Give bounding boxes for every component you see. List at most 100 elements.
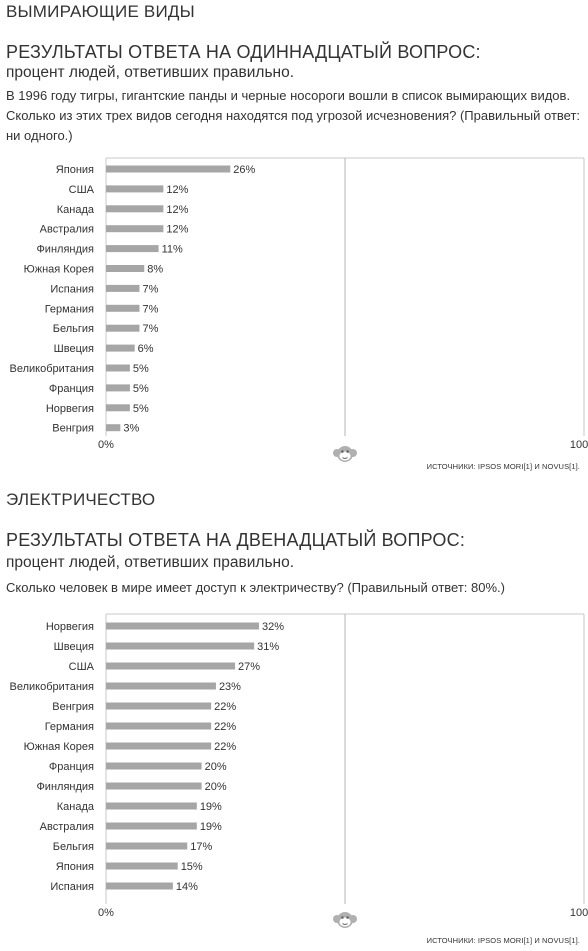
bar — [106, 404, 130, 412]
chart-question-11: Япония 26% США 12% Канада 12% Австралия 12% Финл… — [10, 157, 588, 462]
bar — [106, 862, 178, 870]
category-label: Южная Корея — [24, 264, 94, 276]
value-label: 8% — [147, 264, 163, 276]
chart-1-source: ИСТОЧНИКИ: IPSOS MORI[1] И NOVUS[1]. — [426, 462, 580, 471]
question-12-title: РЕЗУЛЬТАТЫ ОТВЕТА НА ДВЕНАДЦАТЫЙ ВОПРОС: — [6, 530, 466, 550]
chart-question-12: Норвегия 32% Швеция 31% США 27% Великобритания… — [10, 613, 588, 928]
bar — [106, 822, 197, 830]
bar — [106, 364, 130, 372]
category-label: Южная Корея — [24, 741, 94, 753]
value-label: 17% — [190, 841, 212, 853]
value-label: 22% — [214, 741, 236, 753]
value-label: 20% — [205, 781, 227, 793]
category-label: Бельгия — [53, 323, 94, 335]
bar — [106, 782, 202, 790]
category-label: Венгрия — [52, 423, 94, 435]
value-label: 22% — [214, 701, 236, 713]
bar — [106, 165, 231, 173]
value-label: 5% — [133, 363, 149, 375]
category-label: Австралия — [40, 821, 94, 833]
bar — [106, 304, 140, 312]
value-label: 19% — [200, 821, 222, 833]
question-12-text: Сколько человек в мире имеет доступ к эл… — [6, 580, 505, 595]
category-label: Канада — [57, 801, 95, 813]
category-label: Норвегия — [46, 621, 94, 633]
value-label: 7% — [142, 283, 158, 295]
value-label: 11% — [162, 244, 183, 256]
value-label: 19% — [200, 801, 222, 813]
category-label: Германия — [45, 721, 94, 733]
bar — [106, 642, 255, 650]
category-label: Финляндия — [36, 781, 94, 793]
bar — [106, 622, 259, 630]
value-label: 20% — [205, 761, 227, 773]
value-label: 12% — [166, 184, 188, 196]
category-label: Испания — [50, 283, 94, 295]
bar — [106, 225, 164, 233]
category-label: Швеция — [54, 641, 94, 653]
bar — [106, 424, 121, 432]
x-tick-label-100: 100% — [570, 907, 588, 919]
category-label: Япония — [56, 861, 94, 873]
value-label: 31% — [257, 641, 279, 653]
monkey-icon — [333, 912, 357, 928]
question-12-subtitle: процент людей, ответивших правильно. — [6, 554, 295, 571]
question-11-title: РЕЗУЛЬТАТЫ ОТВЕТА НА ОДИННАДЦАТЫЙ ВОПРОС… — [6, 42, 481, 62]
category-label: Швеция — [54, 343, 94, 355]
value-label: 26% — [233, 164, 255, 176]
value-label: 5% — [133, 383, 149, 395]
category-label: Великобритания — [10, 363, 95, 375]
value-label: 12% — [166, 224, 188, 236]
value-label: 27% — [238, 661, 260, 673]
bar — [106, 762, 202, 770]
bar — [106, 842, 188, 850]
value-label: 14% — [176, 881, 198, 893]
value-label: 32% — [262, 621, 284, 633]
category-label: Германия — [45, 303, 94, 315]
value-label: 3% — [123, 423, 139, 435]
value-label: 7% — [142, 303, 158, 315]
category-label: Бельгия — [53, 841, 94, 853]
value-label: 6% — [138, 343, 154, 355]
bar — [106, 344, 135, 352]
category-label: Франция — [49, 383, 94, 395]
chart-2-source: ИСТОЧНИКИ: IPSOS MORI[1] И NOVUS[1]. — [426, 936, 580, 945]
value-label: 12% — [166, 204, 188, 216]
bar — [106, 802, 197, 810]
category-label: Австралия — [40, 224, 94, 236]
value-label: 22% — [214, 721, 236, 733]
monkey-icon — [333, 446, 357, 462]
category-label: Канада — [57, 204, 95, 216]
value-label: 23% — [219, 681, 241, 693]
bar — [106, 882, 173, 890]
value-label: 7% — [142, 323, 158, 335]
bar — [106, 662, 236, 670]
bar — [106, 265, 145, 272]
section-heading-endangered: ВЫМИРАЮЩИЕ ВИДЫ — [6, 2, 195, 21]
category-label: США — [69, 661, 95, 673]
bar — [106, 205, 164, 213]
category-label: Финляндия — [36, 244, 94, 256]
x-tick-label-0: 0% — [98, 907, 114, 919]
value-label: 5% — [133, 403, 149, 415]
bar — [106, 702, 212, 710]
bar — [106, 284, 140, 292]
bar — [106, 682, 216, 690]
bar — [106, 384, 130, 392]
bar — [106, 245, 159, 253]
bar — [106, 722, 212, 730]
x-tick-label-0: 0% — [98, 439, 114, 451]
x-tick-label-100: 100% — [570, 439, 588, 451]
category-label: Венгрия — [52, 701, 94, 713]
category-label: Норвегия — [46, 403, 94, 415]
question-11-text: В 1996 году тигры, гигантские панды и че… — [6, 88, 581, 143]
bar — [106, 742, 212, 750]
category-label: Великобритания — [10, 681, 95, 693]
category-label: США — [69, 184, 95, 196]
question-11-subtitle: процент людей, ответивших правильно. — [6, 64, 295, 81]
value-label: 15% — [181, 861, 203, 873]
bar — [106, 324, 140, 332]
category-label: Испания — [50, 881, 94, 893]
bar — [106, 185, 164, 193]
category-label: Япония — [56, 164, 94, 176]
